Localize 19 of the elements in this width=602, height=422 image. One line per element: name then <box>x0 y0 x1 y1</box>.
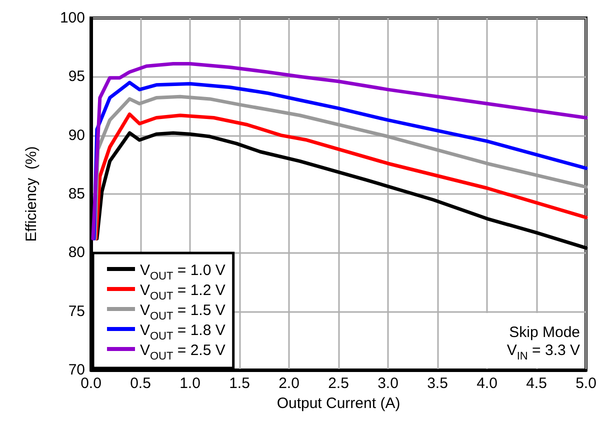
x-tick-label: 2.0 <box>278 375 300 392</box>
x-tick-label: 3.0 <box>378 375 398 392</box>
x-tick-label: 4.5 <box>526 375 547 392</box>
x-tick-label: 4.0 <box>476 375 498 392</box>
x-tick-label: 2.5 <box>328 375 349 392</box>
y-tick-label: 85 <box>68 186 85 202</box>
x-tick-label: 0.5 <box>130 375 151 392</box>
y-tick-label: 95 <box>68 68 85 86</box>
y-axis-title: Efficiency (%) <box>23 146 40 242</box>
x-axis-title: Output Current (A) <box>276 395 400 412</box>
y-tick-label: 75 <box>68 302 85 320</box>
x-tick-label: 5.0 <box>576 375 596 392</box>
y-tick-label: 90 <box>68 126 85 144</box>
annotation: Skip Mode <box>509 324 580 341</box>
y-tick-label: 100 <box>60 10 85 26</box>
x-tick-label: 1.5 <box>229 375 250 392</box>
x-tick-label: 1.0 <box>180 375 200 392</box>
x-tick-label: 3.5 <box>427 375 448 392</box>
y-tick-label: 80 <box>68 244 85 262</box>
